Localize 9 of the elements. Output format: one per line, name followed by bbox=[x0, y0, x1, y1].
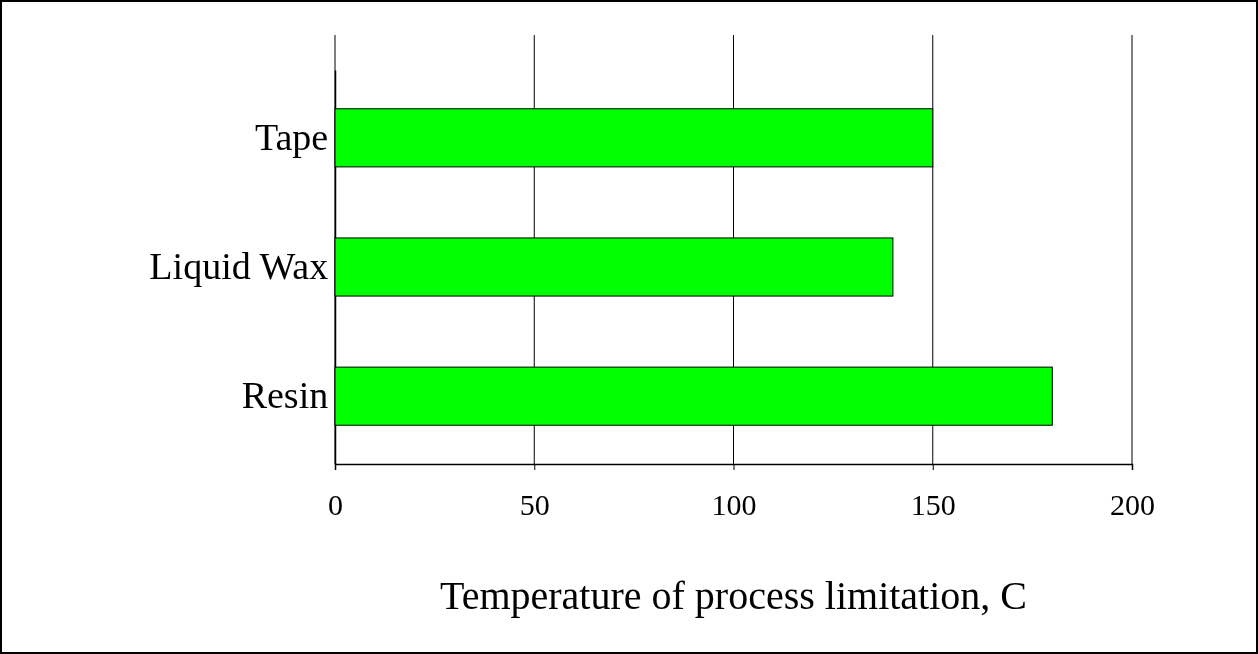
y-tick-label: Tape bbox=[254, 115, 329, 158]
x-tick-label: 100 bbox=[711, 488, 757, 521]
x-tick-label: 150 bbox=[910, 488, 956, 521]
y-tick-label: Resin bbox=[241, 374, 329, 417]
x-tick-label: 0 bbox=[328, 488, 343, 521]
x-tick-label: 50 bbox=[519, 488, 550, 521]
y-tick-label: Liquid Wax bbox=[149, 245, 329, 288]
x-tick-label: 200 bbox=[1110, 488, 1155, 521]
x-axis-title: Temperature of process limitation, C bbox=[439, 573, 1028, 618]
